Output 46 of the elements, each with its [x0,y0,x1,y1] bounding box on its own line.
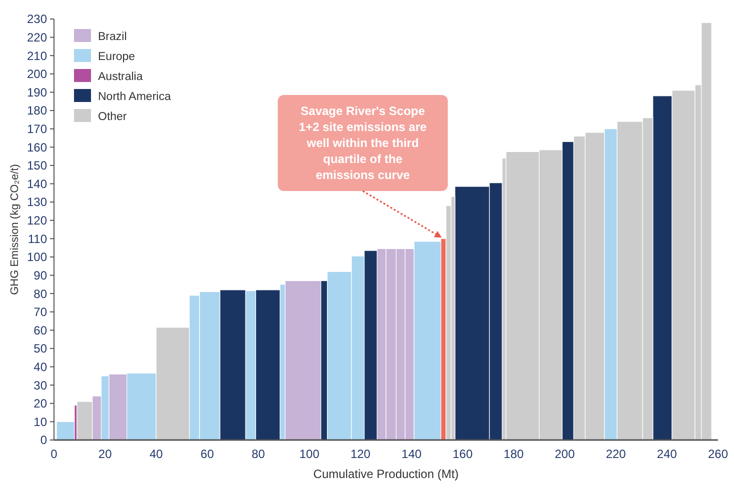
x-tick-label: 220 [606,447,626,461]
legend-label: Other [98,111,127,123]
x-tick-label: 0 [50,447,58,461]
x-tick-label: 180 [504,447,524,461]
y-tick-label: 30 [34,378,48,392]
x-axis-title: Cumulative Production (Mt) [313,467,459,481]
y-tick-label: 190 [26,85,48,100]
y-tick-label: 180 [26,104,48,118]
y-tick-label: 210 [26,48,48,63]
y-tick-label: 60 [34,323,48,338]
y-tick-label: 100 [26,250,48,264]
y-tick-label: 50 [34,342,48,356]
y-tick-label: 130 [26,195,48,210]
y-tick-label: 110 [28,232,48,246]
annotation: Savage River's Scope 1+2 site emissions are well within the third quartile of the emissions curve [298,104,427,182]
x-tick-label: 120 [350,447,371,461]
legend-label: Brazil [98,31,127,43]
y-tick-label: 220 [26,30,48,45]
x-tick-label: 140 [402,447,422,461]
x-tick-label: 40 [149,447,164,461]
y-tick-label: 90 [34,268,48,282]
x-tick-label: 60 [200,447,214,461]
y-tick-label: 80 [34,286,48,301]
x-tick-label: 240 [656,447,678,461]
x-tick-label: 200 [554,447,576,461]
y-tick-label: 40 [34,360,48,374]
legend-label: Europe [98,51,136,63]
y-tick-label: 200 [26,67,48,82]
legend-label: Australia [98,71,144,83]
y-tick-label: 0 [40,433,48,448]
x-tick-label: 160 [452,447,473,461]
y-tick-label: 120 [26,214,48,228]
y-tick-label: 140 [26,176,48,191]
legend-label: North America [98,91,172,103]
x-tick-label: 100 [299,447,320,461]
y-tick-label: 160 [26,140,48,154]
y-tick-label: 70 [34,305,48,320]
y-axis-title: GHG Emission (kg CO₂e/t) [9,164,21,295]
x-tick-label: 80 [252,447,266,461]
y-tick-label: 20 [34,396,48,411]
y-tick-label: 170 [26,122,48,136]
y-tick-label: 150 [26,158,48,173]
x-tick-label: 20 [98,447,112,461]
y-tick-label: 230 [26,12,48,26]
y-tick-label: 10 [34,414,48,429]
x-tick-label: 260 [708,447,728,461]
